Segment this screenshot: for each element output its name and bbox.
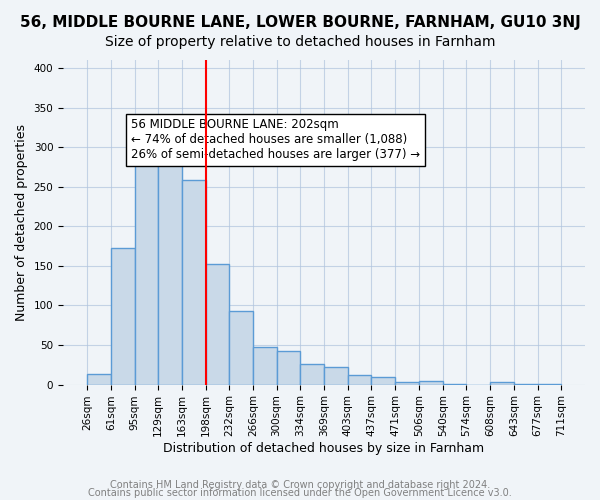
Text: 56, MIDDLE BOURNE LANE, LOWER BOURNE, FARNHAM, GU10 3NJ: 56, MIDDLE BOURNE LANE, LOWER BOURNE, FA… <box>20 15 580 30</box>
Bar <box>111 248 134 384</box>
Bar <box>490 382 514 384</box>
X-axis label: Distribution of detached houses by size in Farnham: Distribution of detached houses by size … <box>163 442 485 455</box>
Bar <box>134 147 158 384</box>
Bar <box>87 374 111 384</box>
Text: Contains HM Land Registry data © Crown copyright and database right 2024.: Contains HM Land Registry data © Crown c… <box>110 480 490 490</box>
Bar <box>182 180 206 384</box>
Bar <box>300 364 325 384</box>
Bar <box>253 346 277 385</box>
Bar <box>371 376 395 384</box>
Text: 56 MIDDLE BOURNE LANE: 202sqm
← 74% of detached houses are smaller (1,088)
26% o: 56 MIDDLE BOURNE LANE: 202sqm ← 74% of d… <box>131 118 420 162</box>
Bar <box>395 382 419 384</box>
Text: Contains public sector information licensed under the Open Government Licence v3: Contains public sector information licen… <box>88 488 512 498</box>
Bar <box>277 352 300 384</box>
Bar <box>419 380 443 384</box>
Bar <box>158 124 182 384</box>
Bar <box>229 311 253 384</box>
Bar <box>206 264 229 384</box>
Text: Size of property relative to detached houses in Farnham: Size of property relative to detached ho… <box>105 35 495 49</box>
Bar <box>325 367 348 384</box>
Y-axis label: Number of detached properties: Number of detached properties <box>15 124 28 321</box>
Bar <box>348 375 371 384</box>
